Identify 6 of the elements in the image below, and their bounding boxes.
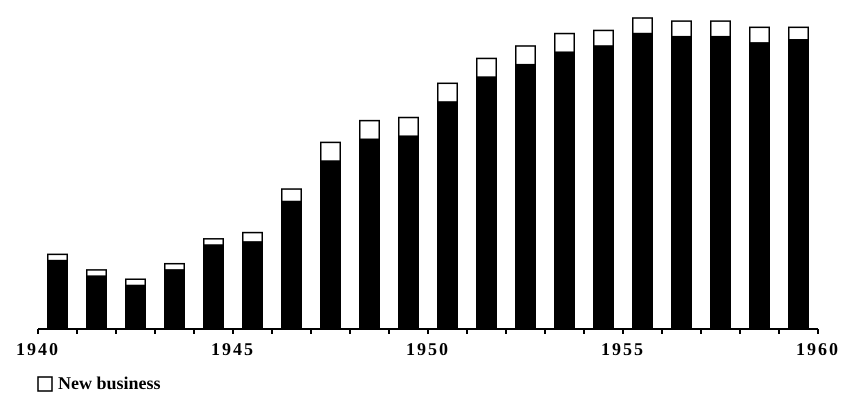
legend-label: New business — [58, 373, 161, 393]
x-tick-label: 1955 — [601, 339, 645, 359]
x-tick-label: 1960 — [796, 339, 840, 359]
x-tick-label: 1940 — [16, 339, 60, 359]
x-tick-label: 1950 — [406, 339, 450, 359]
x-tick-label: 1945 — [211, 339, 255, 359]
